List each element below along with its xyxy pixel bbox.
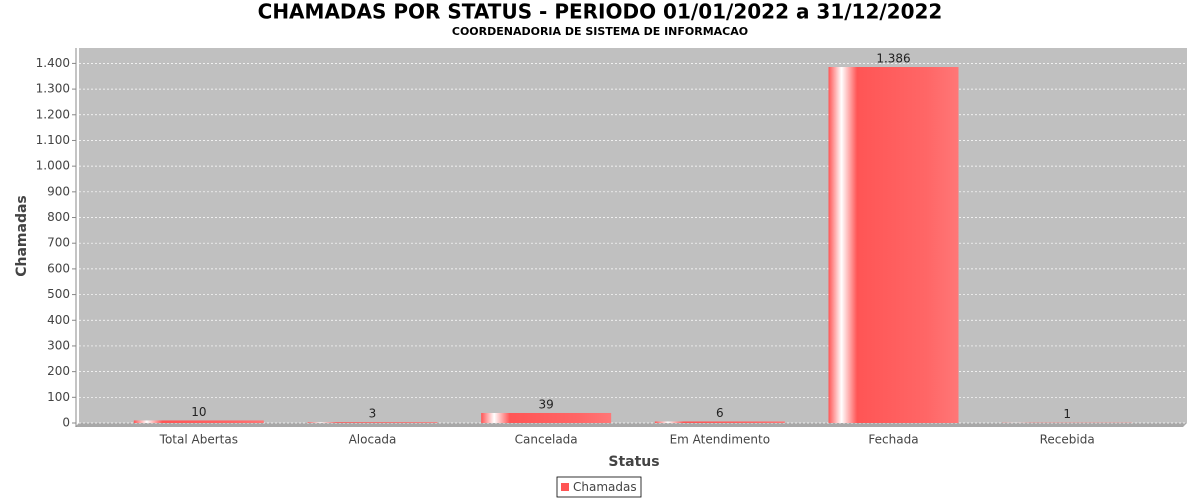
y-tick-label: 900 bbox=[47, 184, 70, 198]
data-label: 39 bbox=[539, 397, 554, 411]
chart-subtitle: COORDENADORIA DE SISTEMA DE INFORMACAO bbox=[452, 25, 748, 38]
data-label: 1.386 bbox=[876, 52, 910, 66]
x-tick-label: Total Abertas bbox=[159, 433, 238, 447]
bar bbox=[654, 421, 785, 423]
legend-label: Chamadas bbox=[573, 480, 637, 494]
data-label: 3 bbox=[369, 407, 377, 421]
legend-swatch bbox=[561, 483, 569, 491]
plot-floor bbox=[75, 423, 1187, 427]
x-tick-label: Alocada bbox=[349, 433, 397, 447]
data-label: 10 bbox=[191, 405, 206, 419]
y-tick-label: 300 bbox=[47, 338, 70, 352]
y-tick-label: 1.100 bbox=[36, 133, 70, 147]
y-tick-label: 1.400 bbox=[36, 56, 70, 70]
data-label: 6 bbox=[716, 406, 724, 420]
bar bbox=[307, 422, 438, 423]
y-tick-label: 800 bbox=[47, 210, 70, 224]
y-tick-label: 100 bbox=[47, 390, 70, 404]
bar bbox=[133, 420, 264, 423]
y-tick-label: 200 bbox=[47, 364, 70, 378]
x-axis-label: Status bbox=[608, 454, 659, 470]
y-tick-label: 1.200 bbox=[36, 107, 70, 121]
plot-area bbox=[79, 48, 1187, 423]
y-tick-label: 1.000 bbox=[36, 159, 70, 173]
y-tick-label: 0 bbox=[62, 416, 70, 430]
chart-title: CHAMADAS POR STATUS - PERIODO 01/01/2022… bbox=[258, 0, 943, 24]
y-tick-label: 400 bbox=[47, 313, 70, 327]
bar bbox=[828, 67, 959, 424]
y-tick-label: 500 bbox=[47, 287, 70, 301]
x-tick-label: Recebida bbox=[1040, 433, 1095, 447]
y-tick-label: 600 bbox=[47, 261, 70, 275]
bar bbox=[481, 412, 612, 423]
x-tick-label: Fechada bbox=[868, 433, 918, 447]
legend-box bbox=[556, 476, 642, 498]
y-tick-label: 1.300 bbox=[36, 82, 70, 96]
x-tick-label: Cancelada bbox=[515, 433, 578, 447]
data-label: 1 bbox=[1063, 407, 1071, 421]
y-axis-label: Chamadas bbox=[14, 195, 30, 277]
legend bbox=[556, 476, 642, 498]
x-tick-label: Em Atendimento bbox=[670, 433, 770, 447]
y-tick-label: 700 bbox=[47, 236, 70, 250]
